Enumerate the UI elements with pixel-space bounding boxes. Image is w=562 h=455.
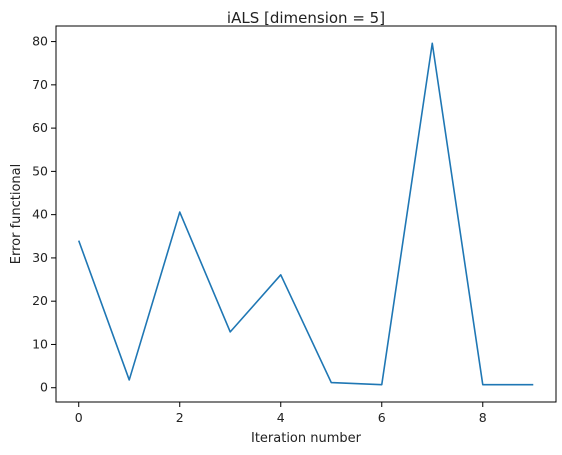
y-tick-label: 30	[32, 250, 48, 265]
y-tick-label: 60	[32, 120, 48, 135]
plot-area-frame	[55, 25, 557, 403]
x-tick-label: 8	[479, 410, 487, 425]
y-tick-label: 70	[32, 77, 48, 92]
series-layer	[77, 42, 534, 386]
y-tick-label: 20	[32, 293, 48, 308]
x-axis-label: Iteration number	[251, 431, 362, 446]
x-tick-label: 4	[277, 410, 285, 425]
y-axis-label: Error functional	[9, 164, 24, 265]
x-tick-label: 0	[75, 410, 83, 425]
y-tick-label: 80	[32, 34, 48, 49]
y-tick-label: 40	[32, 207, 48, 222]
series-line	[77, 42, 534, 386]
x-tick-label: 6	[378, 410, 386, 425]
y-tick-label: 10	[32, 336, 48, 351]
x-tick-label: 2	[176, 410, 184, 425]
y-axis: 0 10 20 30 40 50 60 70 80	[32, 34, 56, 395]
x-axis: 0 2 4 6 8	[75, 402, 487, 425]
y-tick-label: 0	[40, 380, 48, 395]
y-tick-label: 50	[32, 163, 48, 178]
chart-title: iALS [dimension = 5]	[227, 9, 385, 27]
